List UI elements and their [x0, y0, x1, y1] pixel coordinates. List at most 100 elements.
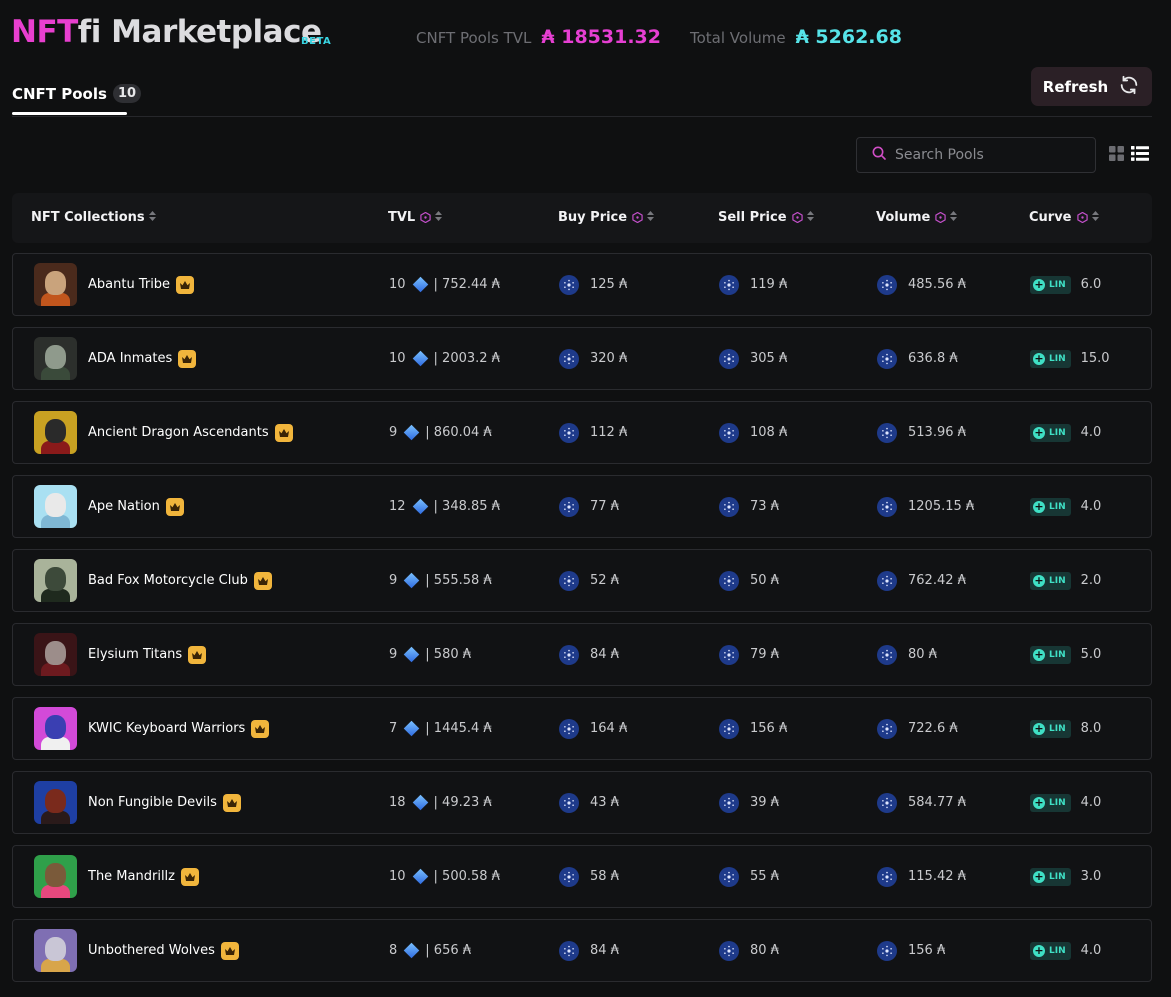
- grid-view-icon[interactable]: [1109, 146, 1124, 165]
- tvl-amount: | 1445.4 ₳: [425, 721, 492, 736]
- brand-name: fi Marketplace: [77, 14, 322, 50]
- collection-name[interactable]: KWIC Keyboard Warriors: [88, 721, 246, 736]
- column-header-collections[interactable]: NFT Collections: [31, 210, 156, 225]
- volume-amount: 80 ₳: [908, 647, 937, 662]
- tvl-amount: | 860.04 ₳: [425, 425, 492, 440]
- table-row[interactable]: Bad Fox Motorcycle Club 9 | 555.58 ₳ 52 …: [12, 549, 1152, 612]
- table-row[interactable]: Abantu Tribe 10 | 752.44 ₳ 125 ₳ 119 ₳ 4…: [12, 253, 1152, 316]
- table-row[interactable]: Ape Nation 12 | 348.85 ₳ 77 ₳ 73 ₳ 1205.…: [12, 475, 1152, 538]
- curve-value: 2.0: [1080, 573, 1102, 588]
- pools-table-body: Abantu Tribe 10 | 752.44 ₳ 125 ₳ 119 ₳ 4…: [12, 253, 1152, 993]
- collection-avatar: [34, 929, 77, 972]
- column-header-curve[interactable]: Curve: [1029, 210, 1099, 225]
- collection-cell: Ancient Dragon Ascendants: [34, 402, 293, 463]
- table-row[interactable]: Unbothered Wolves 8 | 656 ₳ 84 ₳ 80 ₳ 15…: [12, 919, 1152, 982]
- crown-icon: [188, 645, 207, 664]
- sell-price-cell: 80 ₳: [719, 920, 779, 981]
- info-icon: [420, 211, 431, 224]
- sort-icon: [806, 210, 814, 225]
- nft-count: 8: [389, 943, 398, 958]
- volume-cell: 636.8 ₳: [877, 328, 958, 389]
- table-row[interactable]: Elysium Titans 9 | 580 ₳ 84 ₳ 79 ₳ 80 ₳: [12, 623, 1152, 686]
- collection-cell: The Mandrillz: [34, 846, 199, 907]
- collection-avatar: [34, 337, 77, 380]
- column-header-sell-price[interactable]: Sell Price: [718, 210, 814, 225]
- collection-name[interactable]: Ancient Dragon Ascendants: [88, 425, 269, 440]
- curve-type-label: LIN: [1049, 797, 1066, 808]
- tab-cnft-pools[interactable]: CNFT Pools 10: [12, 84, 142, 103]
- ada-coin-icon: [877, 792, 897, 813]
- collection-name[interactable]: The Mandrillz: [88, 869, 175, 884]
- ada-coin-icon: [719, 422, 739, 443]
- table-row[interactable]: Non Fungible Devils 18 | 49.23 ₳ 43 ₳ 39…: [12, 771, 1152, 834]
- column-label: Volume: [876, 210, 931, 225]
- curve-type-badge: + LIN: [1030, 423, 1071, 442]
- volume-cell: 156 ₳: [877, 920, 945, 981]
- tvl-label: CNFT Pools TVL: [416, 29, 532, 47]
- volume-cell: 1205.15 ₳: [877, 476, 974, 537]
- page-header: NFTfi Marketplace BETA CNFT Pools TVL ₳ …: [11, 14, 1161, 58]
- search-box[interactable]: [856, 137, 1096, 173]
- refresh-button[interactable]: Refresh: [1031, 67, 1152, 106]
- tab-active-indicator: [12, 112, 127, 115]
- buy-price-cell: 52 ₳: [559, 550, 619, 611]
- curve-type-badge: + LIN: [1030, 275, 1071, 294]
- column-label: Buy Price: [558, 210, 628, 225]
- collection-name[interactable]: Unbothered Wolves: [88, 943, 215, 958]
- sell-price: 108 ₳: [750, 425, 788, 440]
- collection-name[interactable]: Non Fungible Devils: [88, 795, 217, 810]
- buy-price: 320 ₳: [590, 351, 628, 366]
- brand-logo[interactable]: NFTfi Marketplace BETA: [11, 14, 331, 50]
- tvl-amount: | 2003.2 ₳: [433, 351, 500, 366]
- curve-cell: + LIN 8.0: [1030, 698, 1101, 759]
- tvl-amount: | 752.44 ₳: [433, 277, 500, 292]
- collection-cell: Abantu Tribe: [34, 254, 195, 315]
- column-header-buy-price[interactable]: Buy Price: [558, 210, 655, 225]
- table-row[interactable]: Ancient Dragon Ascendants 9 | 860.04 ₳ 1…: [12, 401, 1152, 464]
- sell-price-cell: 108 ₳: [719, 402, 787, 463]
- ada-coin-icon: [559, 570, 579, 591]
- ada-coin-icon: [877, 570, 897, 591]
- collection-avatar: [34, 855, 77, 898]
- collection-name[interactable]: Ape Nation: [88, 499, 160, 514]
- curve-type-label: LIN: [1049, 575, 1066, 586]
- curve-type-badge: + LIN: [1030, 867, 1071, 886]
- ada-coin-icon: [877, 274, 897, 295]
- ada-coin-icon: [877, 718, 897, 739]
- list-view-icon[interactable]: [1131, 146, 1149, 165]
- collection-name[interactable]: Abantu Tribe: [88, 277, 171, 292]
- column-header-tvl[interactable]: TVL: [388, 210, 443, 225]
- tvl-cell: 18 | 49.23 ₳: [389, 772, 492, 833]
- volume-label: Total Volume: [690, 29, 786, 47]
- info-icon: [791, 211, 803, 224]
- collection-name[interactable]: ADA Inmates: [88, 351, 173, 366]
- collection-name[interactable]: Elysium Titans: [88, 647, 183, 662]
- column-header-volume[interactable]: Volume: [876, 210, 958, 225]
- curve-cell: + LIN 15.0: [1030, 328, 1110, 389]
- table-row[interactable]: KWIC Keyboard Warriors 7 | 1445.4 ₳ 164 …: [12, 697, 1152, 760]
- sell-price: 39 ₳: [750, 795, 779, 810]
- ada-coin-icon: [877, 496, 897, 517]
- sell-price-cell: 119 ₳: [719, 254, 787, 315]
- tab-label: CNFT Pools: [12, 84, 107, 103]
- tvl-stat: CNFT Pools TVL ₳ 18531.32: [416, 26, 661, 48]
- table-row[interactable]: The Mandrillz 10 | 500.58 ₳ 58 ₳ 55 ₳ 11…: [12, 845, 1152, 908]
- collection-name[interactable]: Bad Fox Motorcycle Club: [88, 573, 248, 588]
- volume-amount: 485.56 ₳: [908, 277, 966, 292]
- diamond-icon: [404, 646, 420, 663]
- search-input[interactable]: [895, 147, 1085, 163]
- table-row[interactable]: ADA Inmates 10 | 2003.2 ₳ 320 ₳ 305 ₳ 63…: [12, 327, 1152, 390]
- volume-amount: 722.6 ₳: [908, 721, 958, 736]
- curve-type-badge: + LIN: [1030, 497, 1071, 516]
- buy-price: 164 ₳: [590, 721, 628, 736]
- sell-price: 80 ₳: [750, 943, 779, 958]
- volume-cell: 80 ₳: [877, 624, 937, 685]
- curve-type-label: LIN: [1049, 501, 1066, 512]
- buy-price: 52 ₳: [590, 573, 619, 588]
- nft-count: 10: [389, 869, 406, 884]
- plus-icon: +: [1033, 574, 1045, 587]
- beta-badge: BETA: [301, 36, 332, 47]
- ada-coin-icon: [877, 940, 897, 961]
- plus-icon: +: [1033, 352, 1045, 365]
- collection-avatar: [34, 411, 77, 454]
